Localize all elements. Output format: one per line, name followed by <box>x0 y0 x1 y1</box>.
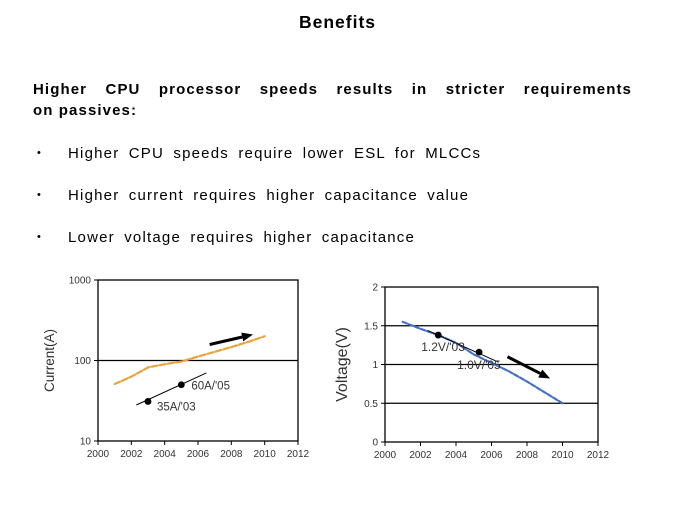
bullet-list: • Higher CPU speeds require lower ESL fo… <box>33 145 643 271</box>
x-tick-label: 2002 <box>120 449 143 460</box>
data-point-marker <box>475 348 483 356</box>
y-tick-label: 10 <box>80 437 92 448</box>
x-tick-label: 2000 <box>374 450 397 461</box>
current-trend-chart: 10 100 1000 2000 2002 2004 2006 2008 2010 2012 Cur… <box>40 270 320 475</box>
data-point-marker <box>434 331 442 339</box>
cpu-current-line <box>113 335 266 386</box>
bullet-marker: • <box>37 231 41 243</box>
voltage-trend-chart: 0 0.5 1 1.5 2 2000 2002 2004 2006 2008 2010 2012 Vol… <box>333 270 623 475</box>
data-point-label: 35A/'03 <box>157 401 196 413</box>
bullet-item: • Higher current requires higher capacit… <box>33 187 643 204</box>
y-axis-title: Current(A) <box>42 329 57 392</box>
x-tick-label: 2008 <box>516 450 539 461</box>
x-tick-label: 2000 <box>87 449 110 460</box>
y-tick-label: 100 <box>74 356 91 367</box>
lead-line-2: on passives: <box>33 102 138 119</box>
x-tick-label: 2008 <box>220 449 243 460</box>
data-point-label: 1.2V/'03 <box>421 340 465 354</box>
y-tick-label: 1.5 <box>364 321 378 332</box>
x-tick-label: 2004 <box>154 449 177 460</box>
bullet-item: • Lower voltage requires higher capacita… <box>33 229 643 246</box>
y-tick-label: 1 <box>372 360 378 371</box>
y-axis-title: Voltage(V) <box>334 327 351 402</box>
y-tick-label: 0 <box>372 438 378 449</box>
y-tick-label: 1000 <box>69 276 92 287</box>
x-tick-label: 2012 <box>287 449 310 460</box>
trend-arrow-head <box>538 369 551 379</box>
lead-line-1: Higher CPU processor speeds results in s… <box>33 81 632 98</box>
data-point-marker <box>144 398 152 405</box>
bullet-item: • Higher CPU speeds require lower ESL fo… <box>33 145 643 162</box>
cpu-voltage-trend-svg: 0 0.5 1 1.5 2 2000 2002 2004 2006 2008 2010 2012 Vol… <box>334 283 610 462</box>
cpu-current-trend-svg: 10 100 1000 2000 2002 2004 2006 2008 2010 2012 Cur… <box>42 276 310 461</box>
x-tick-label: 2006 <box>187 449 210 460</box>
data-point-label: 1.0V/'05 <box>457 358 501 372</box>
bullet-text: Lower voltage requires higher capacitanc… <box>68 229 416 246</box>
trend-arrow-head <box>241 332 253 342</box>
bullet-marker: • <box>37 189 41 201</box>
y-tick-label: 2 <box>372 283 378 294</box>
x-tick-label: 2006 <box>480 450 503 461</box>
trend-arrow-shaft <box>506 355 541 375</box>
data-point-label: 60A/'05 <box>191 381 230 393</box>
x-tick-label: 2004 <box>445 450 468 461</box>
trend-arrow-shaft <box>209 335 243 346</box>
x-tick-label: 2010 <box>254 449 277 460</box>
x-tick-label: 2002 <box>409 450 432 461</box>
cpu-voltage-line <box>401 320 564 405</box>
y-tick-label: 0.5 <box>364 399 378 410</box>
slide-title: Benefits <box>298 12 377 32</box>
bullet-marker: • <box>37 147 41 159</box>
data-point-marker <box>177 381 185 389</box>
x-tick-label: 2010 <box>551 450 574 461</box>
bullet-text: Higher current requires higher capacitan… <box>68 187 470 204</box>
bullet-text: Higher CPU speeds require lower ESL for … <box>68 145 482 162</box>
lead-statement: Higher CPU processor speeds results in s… <box>33 79 632 121</box>
x-tick-label: 2012 <box>587 450 610 461</box>
